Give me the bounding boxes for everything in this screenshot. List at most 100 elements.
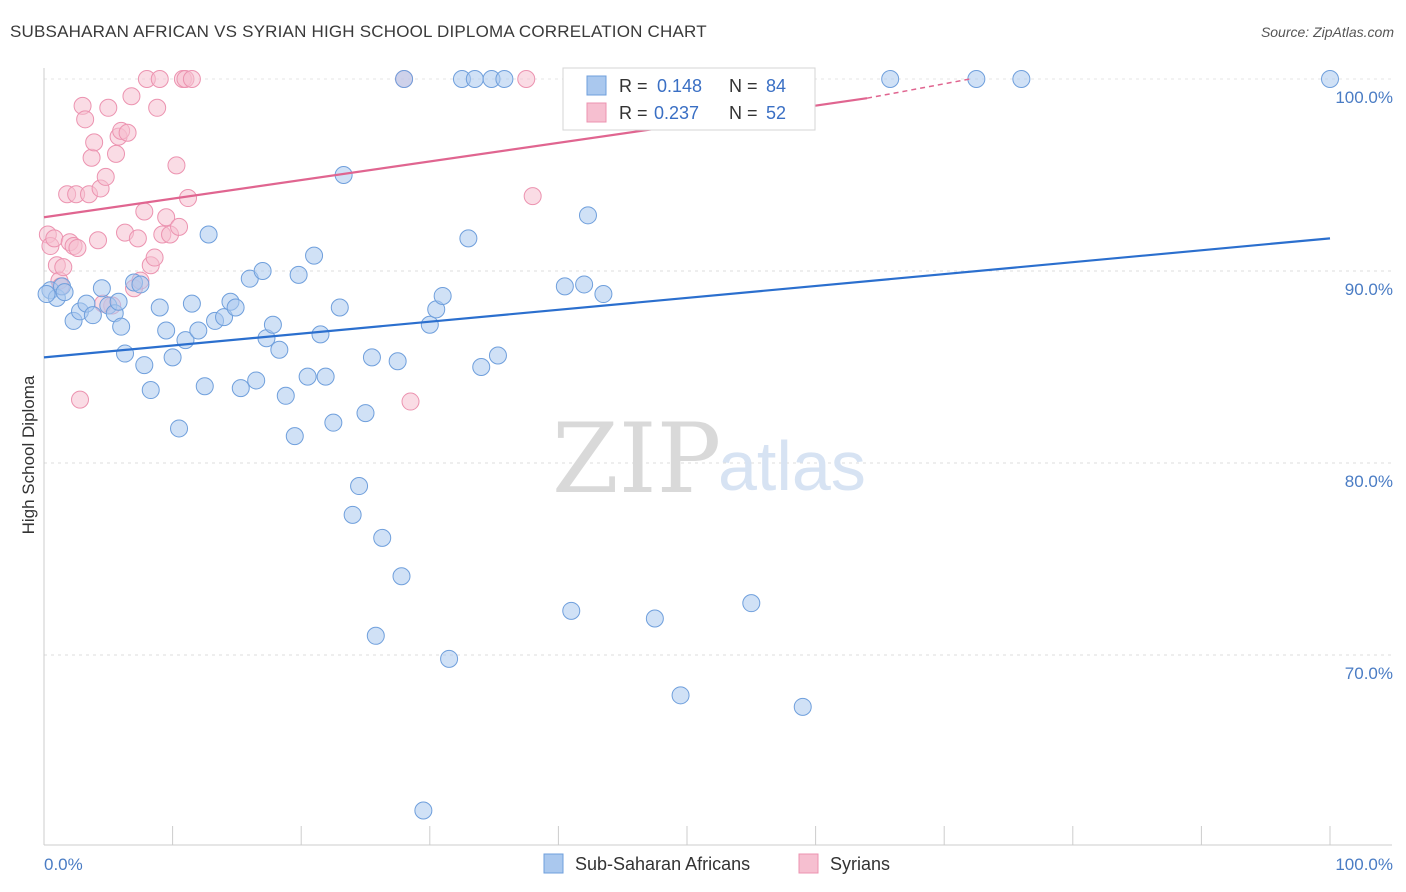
subsaharan-point: [116, 344, 135, 363]
y-tick-label-90: 90.0%: [1345, 280, 1393, 299]
subsaharan-point: [472, 358, 491, 376]
subsaharan-point: [112, 317, 131, 336]
legend-n-label-1: N =: [729, 76, 758, 96]
x-tick-label-min: 0.0%: [44, 855, 83, 874]
syrians-point: [148, 98, 167, 117]
y-tick-labels: 70.0% 80.0% 90.0% 100.0%: [1335, 88, 1393, 683]
subsaharan-point: [459, 229, 478, 248]
watermark: ZIP atlas: [552, 403, 866, 515]
syrians-point: [523, 187, 542, 206]
subsaharan-point: [109, 292, 128, 311]
subsaharan-point: [967, 70, 986, 88]
axes: [43, 68, 1392, 846]
subsaharan-point: [392, 567, 411, 586]
subsaharan-point: [215, 308, 234, 327]
syrians-point: [99, 98, 118, 117]
syrians-point: [401, 392, 420, 411]
subsaharan-point: [488, 346, 507, 365]
syrians-point: [182, 70, 201, 88]
syrians-point: [68, 238, 87, 257]
subsaharan-point: [170, 419, 189, 438]
series-legend-swatch-pink: [798, 853, 819, 874]
syrians-point: [76, 110, 95, 129]
series-legend-label-2: Syrians: [830, 854, 890, 874]
subsaharan-point: [465, 70, 484, 88]
subsaharan-point: [440, 649, 459, 668]
subsaharan-point: [594, 285, 613, 304]
subsaharan-point: [316, 367, 335, 386]
subsaharan-point: [330, 298, 349, 317]
subsaharan-point: [362, 348, 381, 367]
subsaharan-point: [1321, 70, 1339, 88]
subsaharan-point: [495, 70, 514, 88]
subsaharan-point: [414, 801, 433, 820]
subsaharan-point: [55, 283, 74, 302]
subsaharan-point: [289, 265, 308, 284]
subsaharan-point: [92, 279, 111, 298]
syrians-point: [96, 167, 115, 186]
legend-n-value-2: 52: [766, 103, 786, 123]
subsaharan-point: [131, 275, 150, 294]
syrians-point: [85, 133, 104, 152]
subsaharan-point: [135, 356, 154, 375]
syrians-point: [170, 217, 189, 236]
subsaharan-point: [83, 306, 102, 325]
subsaharan-point: [141, 381, 160, 400]
chart-title: SUBSAHARAN AFRICAN VS SYRIAN HIGH SCHOOL…: [10, 22, 707, 41]
subsaharan-point: [373, 528, 392, 547]
legend-swatch-pink: [586, 102, 607, 123]
syrians-point: [145, 248, 164, 267]
syrians-point: [45, 229, 64, 248]
subsaharan-point: [356, 404, 375, 423]
y-tick-label-70: 70.0%: [1345, 664, 1393, 683]
syrians-point: [167, 156, 186, 175]
syrians-point: [517, 70, 536, 88]
subsaharan-point: [324, 413, 343, 432]
gridlines: [44, 78, 1392, 656]
syrians-point: [128, 229, 147, 248]
x-tick-label-max: 100.0%: [1335, 855, 1393, 874]
legend-r-label-1: R =: [619, 76, 648, 96]
subsaharan-point: [263, 315, 282, 334]
legend-r-label-2: R =: [619, 103, 648, 123]
syrians-point: [82, 148, 101, 167]
subsaharan-point: [343, 505, 362, 524]
series-legend: Sub-Saharan Africans Syrians: [543, 853, 890, 874]
syrians-points: [38, 70, 542, 411]
subsaharan-trendline: [43, 237, 1331, 359]
subsaharan-point: [298, 367, 317, 386]
chart-source: Source: ZipAtlas.com: [1260, 24, 1394, 40]
subsaharan-point: [555, 277, 574, 296]
subsaharan-point: [645, 609, 664, 628]
series-legend-swatch-blue: [543, 853, 564, 874]
syrians-point: [150, 70, 169, 88]
syrians-point: [157, 208, 176, 227]
y-axis-label: High School Diploma: [19, 375, 38, 534]
subsaharan-points: [37, 70, 1339, 820]
subsaharan-point: [671, 686, 690, 705]
syrians-point: [122, 87, 141, 106]
subsaharan-point: [226, 298, 245, 317]
legend-r-value-1: 0.148: [657, 76, 702, 96]
y-tick-label-100: 100.0%: [1335, 88, 1393, 107]
syrians-point: [71, 390, 90, 409]
subsaharan-point: [366, 626, 385, 645]
watermark-atlas: atlas: [718, 427, 866, 505]
legend-n-label-2: N =: [729, 103, 758, 123]
subsaharan-point: [742, 594, 761, 613]
syrians-point: [107, 144, 126, 163]
subsaharan-point: [793, 697, 812, 716]
y-tick-label-80: 80.0%: [1345, 472, 1393, 491]
subsaharan-point: [189, 321, 208, 340]
subsaharan-point: [305, 246, 324, 265]
syrians-point: [89, 231, 108, 250]
subsaharan-point: [247, 371, 266, 390]
syrians-point: [135, 202, 154, 221]
subsaharan-point: [311, 325, 330, 344]
subsaharan-point: [881, 70, 900, 88]
subsaharan-point: [575, 275, 594, 294]
legend-r-value-2: 0.237: [654, 103, 699, 123]
subsaharan-point: [562, 601, 581, 620]
subsaharan-point: [276, 386, 295, 405]
subsaharan-point: [37, 285, 56, 304]
